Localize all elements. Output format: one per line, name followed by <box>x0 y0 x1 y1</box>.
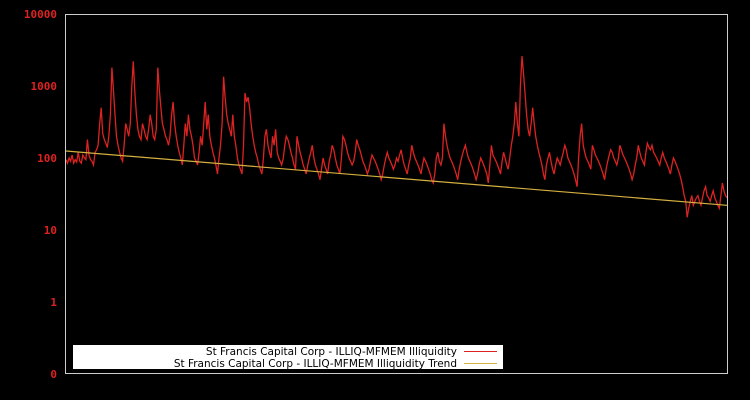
illiquidity-series-line <box>65 56 728 218</box>
legend-label-series: St Francis Capital Corp - ILLIQ-MFMEM Il… <box>206 346 457 358</box>
y-tick-label: 1 <box>50 296 57 309</box>
plot-frame <box>65 14 728 374</box>
y-tick-label: 10000 <box>24 8 57 21</box>
legend-box <box>73 345 503 369</box>
y-tick-label: 10 <box>44 224 57 237</box>
legend-label-trend: St Francis Capital Corp - ILLIQ-MFMEM Il… <box>174 358 457 370</box>
y-tick-label: 0 <box>50 368 57 381</box>
y-tick-label: 1000 <box>31 80 58 93</box>
illiquidity-trend-line <box>65 150 728 206</box>
series-layer <box>65 56 728 218</box>
y-tick-label: 100 <box>37 152 57 165</box>
legend: St Francis Capital Corp - ILLIQ-MFMEM Il… <box>73 345 503 370</box>
